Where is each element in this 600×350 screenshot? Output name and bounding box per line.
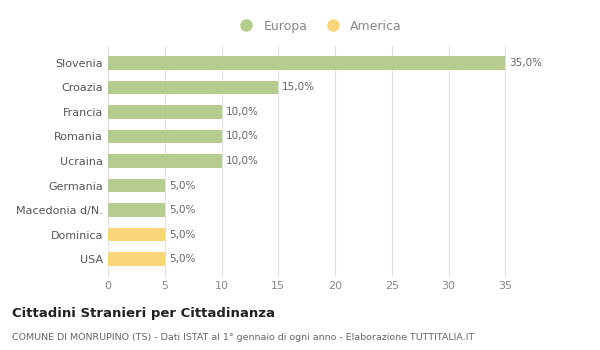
Text: 5,0%: 5,0% bbox=[169, 205, 195, 215]
Text: Cittadini Stranieri per Cittadinanza: Cittadini Stranieri per Cittadinanza bbox=[12, 307, 275, 320]
Bar bbox=[108, 179, 165, 192]
Text: 5,0%: 5,0% bbox=[169, 230, 195, 240]
Text: 10,0%: 10,0% bbox=[226, 107, 259, 117]
Text: 5,0%: 5,0% bbox=[169, 254, 195, 264]
Text: 15,0%: 15,0% bbox=[282, 82, 315, 92]
Bar bbox=[108, 203, 165, 217]
Text: 10,0%: 10,0% bbox=[226, 156, 259, 166]
Bar bbox=[108, 105, 221, 119]
Bar bbox=[108, 130, 221, 143]
Bar bbox=[108, 80, 278, 94]
Legend: Europa, America: Europa, America bbox=[229, 15, 407, 38]
Text: 5,0%: 5,0% bbox=[169, 181, 195, 190]
Text: 10,0%: 10,0% bbox=[226, 132, 259, 141]
Text: COMUNE DI MONRUPINO (TS) - Dati ISTAT al 1° gennaio di ogni anno - Elaborazione : COMUNE DI MONRUPINO (TS) - Dati ISTAT al… bbox=[12, 333, 474, 342]
Bar bbox=[108, 252, 165, 266]
Bar bbox=[108, 228, 165, 241]
Bar bbox=[108, 56, 505, 70]
Bar bbox=[108, 154, 221, 168]
Text: 35,0%: 35,0% bbox=[509, 58, 542, 68]
